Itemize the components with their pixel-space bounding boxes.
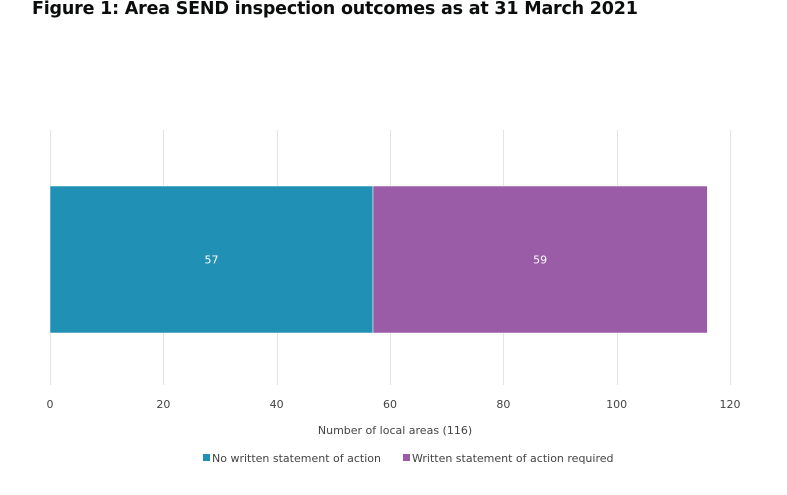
bar-segment [49,185,374,334]
x-tick-label: 0 [47,398,54,411]
data-label: 57 [205,254,219,267]
legend-swatch [402,454,410,461]
bar-segment [372,185,708,334]
data-labels: 57 59 [205,254,548,267]
figure-title: Figure 1: Area SEND inspection outcomes … [32,0,638,19]
x-tick-label: 100 [606,398,627,411]
x-tick-label: 60 [383,398,397,411]
legend-swatch [203,454,210,461]
x-tick-label: 80 [496,398,510,411]
x-tick-label: 40 [270,398,284,411]
x-tick-label: 120 [720,398,741,411]
x-axis-ticks: 0 20 40 60 80 100 120 [47,398,741,411]
legend: No written statement of action Written st… [203,452,613,465]
x-tick-label: 20 [156,398,170,411]
bar-segments [49,185,708,334]
legend-label: Written statement of action required [412,452,614,465]
x-axis-title: Number of local areas (116) [318,424,472,437]
legend-label: No written statement of action [212,452,381,465]
data-label: 59 [533,254,547,267]
